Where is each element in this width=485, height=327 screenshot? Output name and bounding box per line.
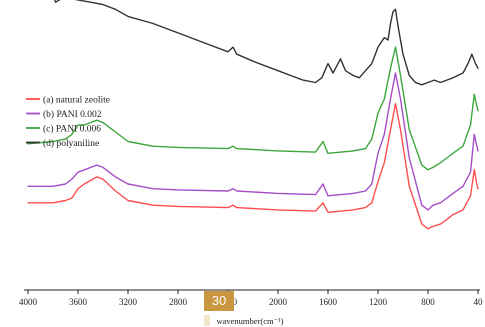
legend-entry: (c) PANI 0.006 — [43, 124, 101, 135]
x-axis: 4000360032002800240020001600120080040 — [19, 289, 484, 307]
series-line-1 — [27, 103, 479, 230]
page-number-badge: 30 — [204, 291, 234, 311]
x-axis-label-highlight — [204, 315, 210, 326]
series-layer — [27, 0, 479, 230]
legend-entry: (b) PANI 0.002 — [43, 109, 102, 120]
x-tick-label: 2800 — [169, 297, 188, 307]
legend: (a) natural zeolite (b) PANI 0.002 (c) PAN… — [26, 95, 110, 149]
x-tick-label: 3200 — [119, 297, 138, 307]
x-tick-label: 1600 — [319, 297, 338, 307]
series-line-2 — [27, 72, 479, 211]
x-tick-label: 4000 — [19, 297, 38, 307]
series-line-3 — [27, 46, 479, 171]
x-tick-label: 40 — [474, 297, 484, 307]
x-axis-title: wavenumber(cm⁻¹) — [217, 316, 284, 326]
x-tick-label: 800 — [421, 297, 435, 307]
x-tick-label: 2000 — [269, 297, 288, 307]
series-line-4 — [53, 0, 479, 86]
legend-entry: (a) natural zeolite — [43, 95, 110, 106]
x-tick-label: 3600 — [69, 297, 88, 307]
legend-entry: (d) polyaniline — [43, 138, 99, 149]
x-tick-label: 1200 — [369, 297, 388, 307]
